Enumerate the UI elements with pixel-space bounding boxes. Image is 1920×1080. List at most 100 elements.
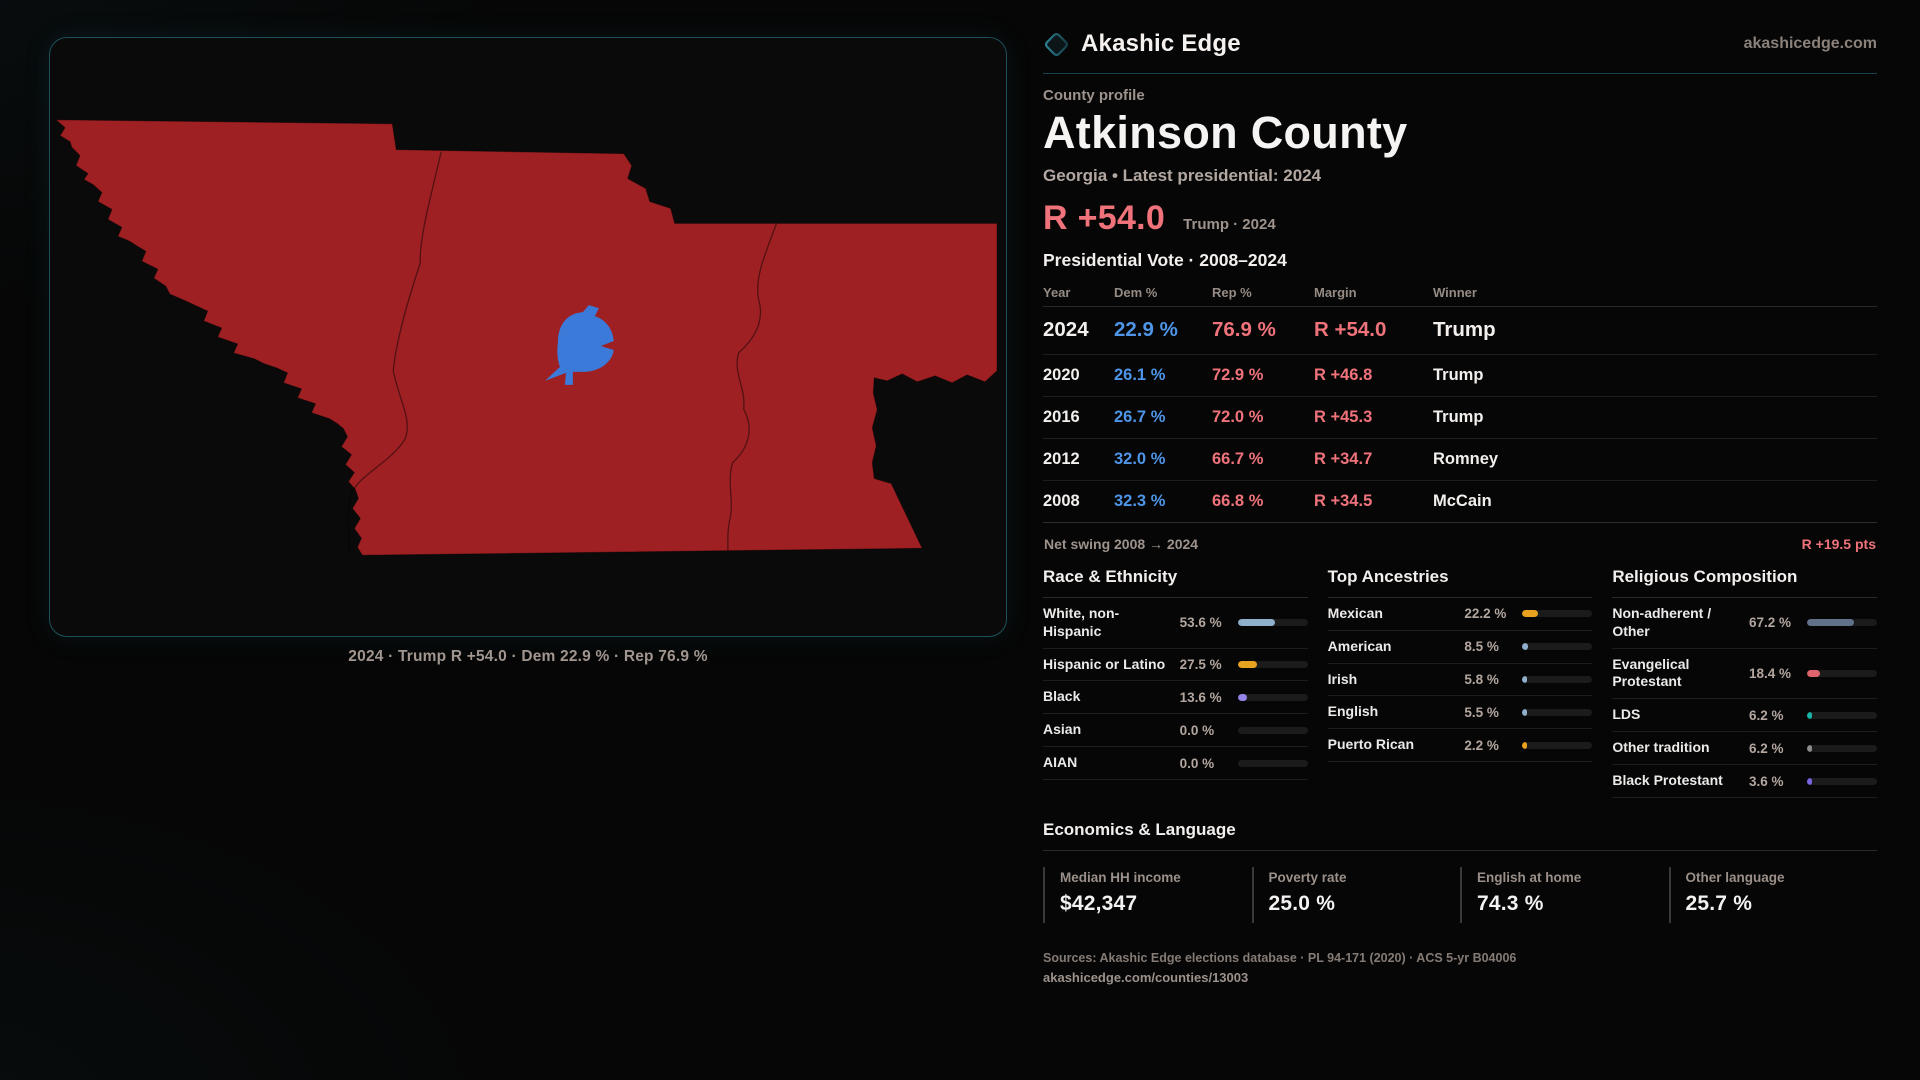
item-value: 3.6 %	[1748, 773, 1784, 789]
winner-cell: McCain	[1433, 491, 1492, 510]
col-dem: Dem %	[1114, 285, 1158, 301]
section-title: Top Ancestries	[1327, 567, 1593, 598]
section-title: Race & Ethnicity	[1043, 567, 1308, 598]
list-item: Mexican 22.2 %	[1327, 598, 1593, 631]
dem-cell: 26.1 %	[1114, 365, 1166, 384]
margin-cell: R +34.7	[1314, 449, 1373, 468]
county-map-panel	[49, 37, 1007, 637]
diamond-logo-icon	[1044, 32, 1069, 56]
item-value: 22.2 %	[1464, 606, 1507, 622]
precinct-boundary-east	[726, 223, 778, 555]
item-label: Other tradition	[1612, 739, 1710, 756]
item-value: 27.5 %	[1179, 657, 1222, 673]
winner-cell: Romney	[1433, 449, 1499, 468]
year-cell: 2016	[1043, 407, 1080, 426]
item-value: 5.5 %	[1464, 704, 1499, 720]
net-swing-value: R +19.5 pts	[1801, 535, 1876, 552]
item-bar	[1522, 676, 1593, 684]
stat-label: English at home	[1477, 870, 1582, 886]
year-cell: 2008	[1043, 491, 1080, 510]
brand: Akashic Edge	[1043, 30, 1241, 58]
item-value: 2.2 %	[1464, 737, 1499, 753]
vote-row-2020: 2020 26.1 % 72.9 % R +46.8 Trump	[1043, 355, 1877, 397]
item-label: LDS	[1612, 706, 1641, 723]
item-label: Hispanic or Latino	[1043, 655, 1166, 672]
col-year: Year	[1043, 285, 1071, 301]
margin-cell: R +34.5	[1314, 491, 1373, 510]
permalink[interactable]: akashicedge.com/counties/13003	[1043, 970, 1249, 986]
item-bar	[1806, 669, 1877, 677]
item-label: White, non-Hispanic	[1043, 604, 1120, 639]
list-item: Asian 0.0 %	[1043, 714, 1308, 748]
county-profile-card: Akashic Edge akashicedge.com County prof…	[1043, 26, 1877, 985]
year-cell: 2020	[1043, 365, 1080, 384]
item-bar	[1806, 711, 1877, 719]
header-divider	[1043, 73, 1877, 74]
net-swing-row: Net swing 2008 → 2024 R +19.5 pts	[1043, 523, 1877, 563]
col-margin: Margin	[1314, 285, 1357, 301]
margin-cell: R +54.0	[1314, 318, 1387, 342]
vote-row-2012: 2012 32.0 % 66.7 % R +34.7 Romney	[1043, 439, 1877, 481]
city-precinct-shape	[544, 305, 614, 385]
dem-cell: 32.0 %	[1114, 449, 1166, 468]
ancestries-list: Mexican 22.2 % American 8.5 % Irish 5.8 % Engl…	[1327, 598, 1593, 763]
religion-section: Religious Composition Non-adherent / Oth…	[1612, 567, 1877, 799]
item-value: 13.6 %	[1179, 689, 1222, 705]
dem-cell: 22.9 %	[1114, 318, 1178, 342]
race-list: White, non-Hispanic 53.6 % Hispanic or Lat…	[1043, 598, 1308, 781]
item-bar	[1237, 661, 1308, 669]
item-value: 0.0 %	[1179, 722, 1215, 738]
list-item: Evangelical Protestant 18.4 %	[1612, 649, 1877, 700]
item-bar	[1522, 610, 1593, 618]
rep-cell: 76.9 %	[1212, 318, 1276, 342]
vote-row-2016: 2016 26.7 % 72.0 % R +45.3 Trump	[1043, 397, 1877, 439]
demographics-sections: Race & Ethnicity White, non-Hispanic 53.6…	[1043, 567, 1877, 799]
list-item: Non-adherent / Other 67.2 %	[1612, 598, 1877, 649]
dem-cell: 32.3 %	[1114, 491, 1166, 510]
sources-line: Sources: Akashic Edge elections database…	[1043, 951, 1517, 966]
brand-header: Akashic Edge akashicedge.com	[1043, 26, 1877, 62]
brand-domain-link[interactable]: akashicedge.com	[1743, 35, 1877, 52]
vote-table: Year Dem % Rep % Margin Winner 2024 22.9 …	[1043, 280, 1877, 523]
item-label: Asian	[1043, 721, 1082, 738]
item-value: 0.0 %	[1179, 755, 1215, 771]
map-caption: 2024 · Trump R +54.0 · Dem 22.9 % · Rep …	[348, 648, 708, 665]
item-label: Black	[1043, 688, 1081, 705]
vote-table-header: Year Dem % Rep % Margin Winner	[1043, 280, 1877, 307]
winner-cell: Trump	[1433, 407, 1484, 426]
stat-value: 25.0 %	[1268, 892, 1336, 916]
item-value: 6.2 %	[1748, 740, 1784, 756]
item-bar	[1237, 693, 1308, 701]
item-bar	[1237, 759, 1308, 767]
item-value: 5.8 %	[1464, 672, 1499, 688]
item-label: English	[1327, 703, 1379, 720]
race-ethnicity-section: Race & Ethnicity White, non-Hispanic 53.6…	[1043, 567, 1308, 798]
item-label: Mexican	[1327, 604, 1383, 621]
ancestries-section: Top Ancestries Mexican 22.2 % American 8.5 …	[1327, 567, 1593, 798]
item-value: 18.4 %	[1748, 665, 1792, 681]
stat-card: Poverty rate 25.0 %	[1251, 867, 1461, 924]
list-item: Black Protestant 3.6 %	[1612, 765, 1877, 799]
item-bar	[1522, 643, 1593, 651]
item-value: 67.2 %	[1748, 615, 1792, 631]
year-cell: 2012	[1043, 449, 1080, 468]
economics-title: Economics & Language	[1043, 820, 1877, 852]
stat-card: English at home 74.3 %	[1460, 867, 1669, 924]
rep-cell: 66.7 %	[1212, 449, 1264, 468]
county-shape	[54, 119, 998, 556]
section-title: Religious Composition	[1612, 567, 1877, 598]
stat-value: 25.7 %	[1685, 892, 1753, 916]
stat-value: $42,347	[1060, 892, 1138, 916]
vote-row-2024: 2024 22.9 % 76.9 % R +54.0 Trump	[1043, 307, 1877, 355]
item-bar	[1806, 777, 1877, 785]
list-item: Puerto Rican 2.2 %	[1327, 729, 1593, 763]
list-item: AIAN 0.0 %	[1043, 747, 1308, 781]
item-bar	[1522, 741, 1593, 749]
rep-cell: 72.9 %	[1212, 365, 1264, 384]
stat-label: Other language	[1685, 870, 1785, 886]
stat-label: Poverty rate	[1268, 870, 1347, 886]
col-rep: Rep %	[1212, 285, 1252, 301]
list-item: Other tradition 6.2 %	[1612, 732, 1877, 766]
item-value: 8.5 %	[1464, 639, 1499, 655]
winner-cell: Trump	[1433, 318, 1496, 342]
